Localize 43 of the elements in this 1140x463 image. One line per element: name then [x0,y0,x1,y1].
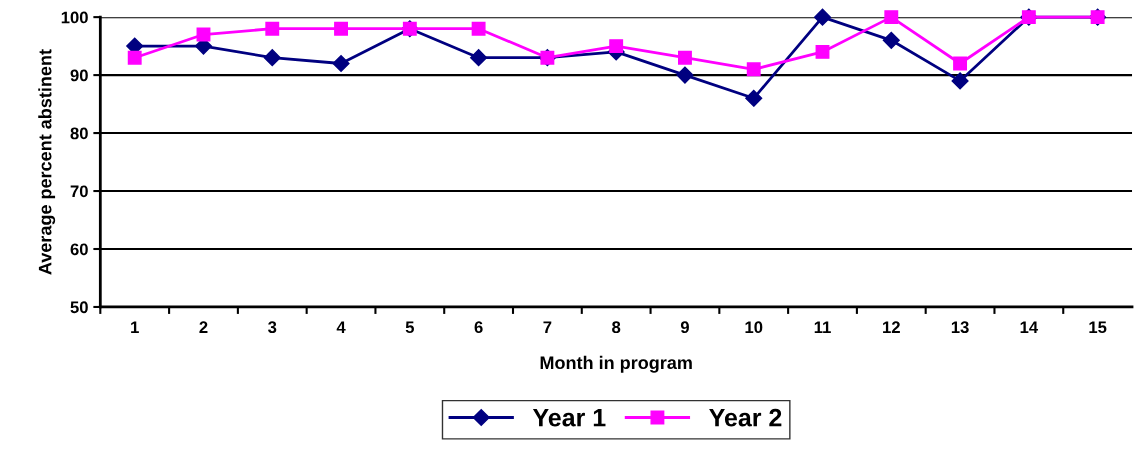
point [470,49,488,67]
point [745,89,763,107]
x-tick-label: 15 [1089,321,1107,334]
point [609,39,624,54]
point [746,62,761,77]
point [882,31,900,49]
y-tick-label: 90 [70,69,88,82]
point [332,54,350,73]
x-tick-label: 11 [814,321,831,333]
legend-label: Year 2 [709,408,782,427]
x-tick-label: 5 [405,321,414,334]
point [678,50,692,65]
x-tick-label: 8 [612,321,621,334]
point [676,66,694,84]
x-tick-label: 3 [268,321,277,334]
point [263,49,281,67]
x-tick-label: 7 [543,321,552,333]
x-tick-label: 12 [883,321,900,333]
point [884,10,899,25]
y-tick-label: 50 [70,301,88,314]
point [951,72,969,90]
x-tick-label: 4 [336,321,346,333]
x-tick-label: 10 [745,321,763,334]
point [953,56,968,71]
y-tick-label: 80 [70,127,88,140]
legend-label: Year 1 [532,409,606,427]
x-tick-label: 9 [680,321,689,334]
x-tick-label: 6 [474,321,483,334]
x-axis-title: Month in program [540,355,692,373]
x-tick-label: 13 [951,321,969,334]
point [334,21,348,36]
point [265,21,280,36]
point [127,50,142,65]
y-tick-label: 70 [70,185,88,198]
x-tick-label: 2 [199,321,208,333]
point [471,21,486,36]
x-tick-label: 14 [1020,321,1039,333]
point [815,44,830,59]
x-tick-label: 1 [131,321,139,333]
point [813,8,832,26]
y-tick-label: 100 [61,11,88,24]
y-tick-label: 60 [70,243,88,256]
y-axis-title: Average percent abstinent [38,49,56,275]
